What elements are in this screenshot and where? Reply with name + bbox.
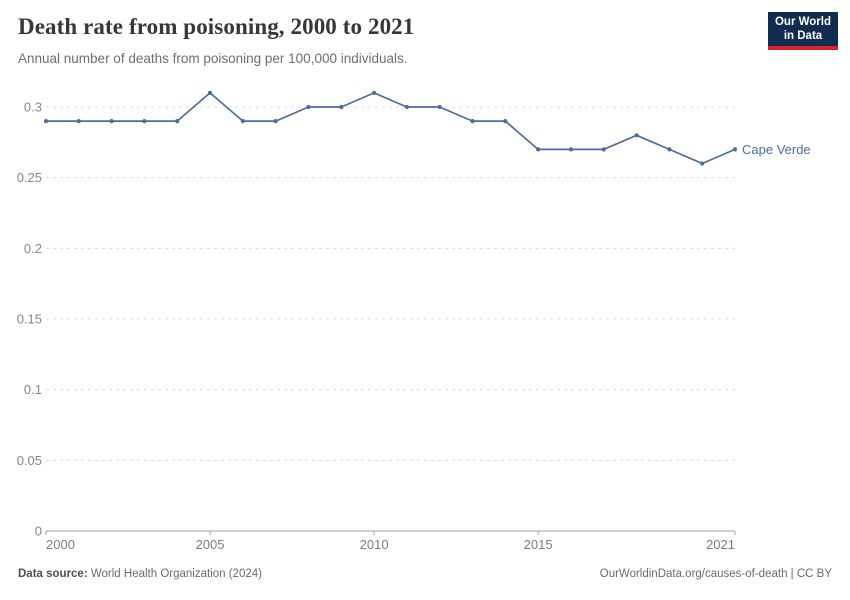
y-tick-label: 0.25 <box>17 170 42 185</box>
data-point <box>568 147 574 152</box>
x-tick-label: 2010 <box>360 537 389 552</box>
owid-logo: Our World in Data <box>768 12 838 50</box>
x-tick-label: 2000 <box>46 537 75 552</box>
y-tick-label: 0.3 <box>24 100 42 115</box>
series-end-label: Cape Verde <box>742 142 811 157</box>
data-point <box>273 119 278 124</box>
credit-text: OurWorldinData.org/causes-of-death | CC … <box>599 568 832 580</box>
data-point <box>700 161 705 166</box>
data-point <box>667 147 672 152</box>
data-source-value: World Health Organization (2024) <box>90 568 262 580</box>
owid-logo-line1: Our World <box>774 16 831 28</box>
data-point <box>240 119 245 124</box>
data-point <box>372 90 377 95</box>
data-point <box>76 119 81 124</box>
data-source: Data source: World Health Organization (… <box>18 568 262 580</box>
x-tick-label: 2015 <box>524 537 553 552</box>
figure-footer: Data source: World Health Organization (… <box>18 568 832 580</box>
data-point <box>536 147 541 152</box>
series-line <box>45 92 736 165</box>
data-point <box>601 147 606 152</box>
data-point <box>306 104 311 110</box>
y-tick-label: 0.15 <box>17 312 42 327</box>
data-point <box>339 104 344 110</box>
y-tick-label: 0.1 <box>24 382 42 397</box>
data-point <box>503 119 508 124</box>
data-point <box>404 104 409 110</box>
chart-title: Death rate from poisoning, 2000 to 2021 <box>18 14 415 39</box>
data-point <box>470 119 475 124</box>
y-tick-label: 0.2 <box>24 241 42 256</box>
data-point <box>634 133 639 138</box>
data-point <box>43 119 49 124</box>
data-point <box>175 119 180 124</box>
data-point <box>207 90 213 95</box>
y-tick-label: 0.05 <box>17 453 42 468</box>
x-tick-label: 2005 <box>196 537 225 552</box>
data-point <box>437 104 442 110</box>
data-point <box>109 119 114 124</box>
chart-subtitle: Annual number of deaths from poisoning p… <box>18 51 408 66</box>
owid-logo-line2: in Data <box>783 30 823 42</box>
data-point <box>142 119 147 124</box>
x-tick-label: 2021 <box>706 537 735 552</box>
data-source-label: Data source: <box>18 568 88 580</box>
data-point <box>732 147 738 152</box>
y-tick-label: 0 <box>35 524 42 539</box>
